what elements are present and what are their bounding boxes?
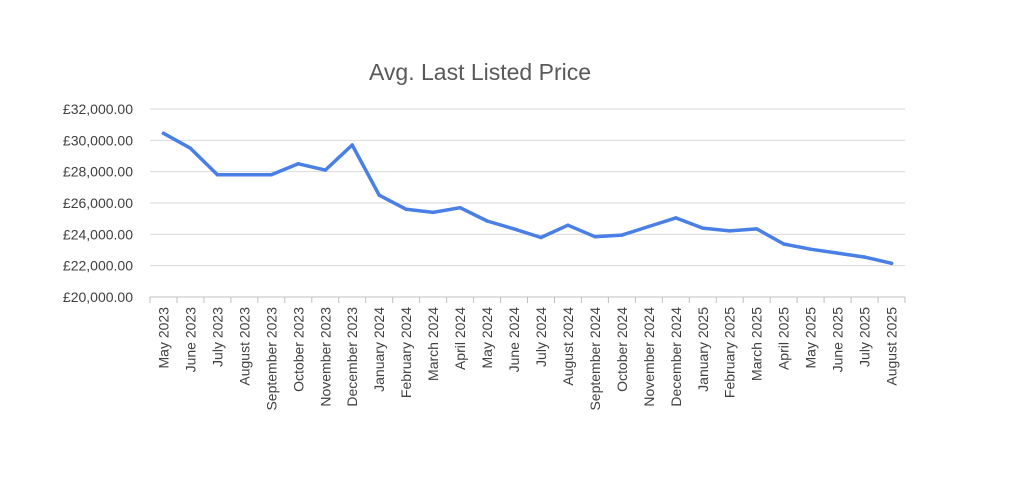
data-point xyxy=(647,224,651,229)
data-point xyxy=(458,205,462,210)
x-tick-label: February 2024 xyxy=(398,307,414,398)
y-tick-label: £20,000.00 xyxy=(63,289,133,305)
x-tick-label: August 2025 xyxy=(884,307,900,386)
x-tick-label: April 2025 xyxy=(776,307,792,370)
y-tick-label: £32,000.00 xyxy=(63,101,133,117)
data-point xyxy=(215,173,220,177)
chart-title: Avg. Last Listed Price xyxy=(369,59,591,85)
x-tick-label: December 2024 xyxy=(668,307,684,407)
x-tick-label: October 2023 xyxy=(290,307,306,392)
data-point xyxy=(350,143,354,147)
data-point xyxy=(512,227,516,231)
x-tick-label: July 2025 xyxy=(857,307,873,367)
y-tick-label: £24,000.00 xyxy=(63,226,133,242)
data-point xyxy=(620,233,624,237)
x-tick-label: May 2025 xyxy=(803,307,819,369)
x-tick-label: October 2024 xyxy=(614,307,630,392)
x-tick-label: January 2024 xyxy=(371,307,387,392)
x-tick-label: September 2023 xyxy=(263,307,279,411)
x-tick-label: November 2023 xyxy=(317,307,333,407)
data-point xyxy=(808,247,813,251)
data-point xyxy=(727,229,732,233)
x-tick-label: December 2023 xyxy=(344,307,360,407)
data-point xyxy=(701,226,705,230)
data-point xyxy=(593,234,597,239)
y-tick-label: £26,000.00 xyxy=(63,195,133,211)
x-tick-label: August 2024 xyxy=(560,307,576,386)
x-tick-label: May 2023 xyxy=(155,307,171,369)
data-point xyxy=(862,255,867,259)
data-point xyxy=(485,219,489,223)
x-tick-label: June 2023 xyxy=(182,307,198,373)
series-line xyxy=(161,131,894,266)
data-point xyxy=(889,261,894,266)
data-point xyxy=(835,251,840,255)
data-point xyxy=(674,216,678,220)
data-point xyxy=(161,131,166,136)
data-point xyxy=(323,168,328,172)
x-tick-label: July 2023 xyxy=(209,307,225,367)
x-tick-label: June 2025 xyxy=(830,307,846,373)
x-tick-label: June 2024 xyxy=(506,307,522,373)
x-tick-label: March 2025 xyxy=(749,307,765,381)
data-point xyxy=(377,193,381,197)
y-tick-label: £22,000.00 xyxy=(63,258,133,274)
x-tick-label: September 2024 xyxy=(587,307,603,411)
grid-layer xyxy=(150,108,905,267)
data-point xyxy=(404,207,408,212)
y-axis: £20,000.00 £22,000.00 £24,000.00 £26,000.00… xyxy=(63,101,133,305)
x-axis: May 2023 June 2023 July 2023 August 2023 Sep… xyxy=(149,296,906,411)
x-tick-label: July 2024 xyxy=(533,307,549,367)
y-tick-label: £28,000.00 xyxy=(63,164,133,180)
data-point xyxy=(566,223,570,227)
series-layer xyxy=(161,131,894,266)
data-point xyxy=(431,210,435,215)
data-point xyxy=(269,173,274,177)
x-tick-label: January 2025 xyxy=(695,307,711,392)
x-tick-label: May 2024 xyxy=(479,307,495,369)
data-point xyxy=(296,162,301,166)
y-tick-label: £30,000.00 xyxy=(63,132,133,148)
data-point xyxy=(754,227,759,231)
data-point xyxy=(539,235,543,240)
x-tick-label: April 2024 xyxy=(452,307,468,370)
x-tick-label: March 2024 xyxy=(425,307,441,381)
x-tick-label: February 2025 xyxy=(722,307,738,398)
x-tick-label: November 2024 xyxy=(641,307,657,407)
x-tick-label: August 2023 xyxy=(236,307,252,386)
data-point xyxy=(781,242,786,246)
data-point xyxy=(242,173,247,177)
data-point xyxy=(188,146,193,150)
